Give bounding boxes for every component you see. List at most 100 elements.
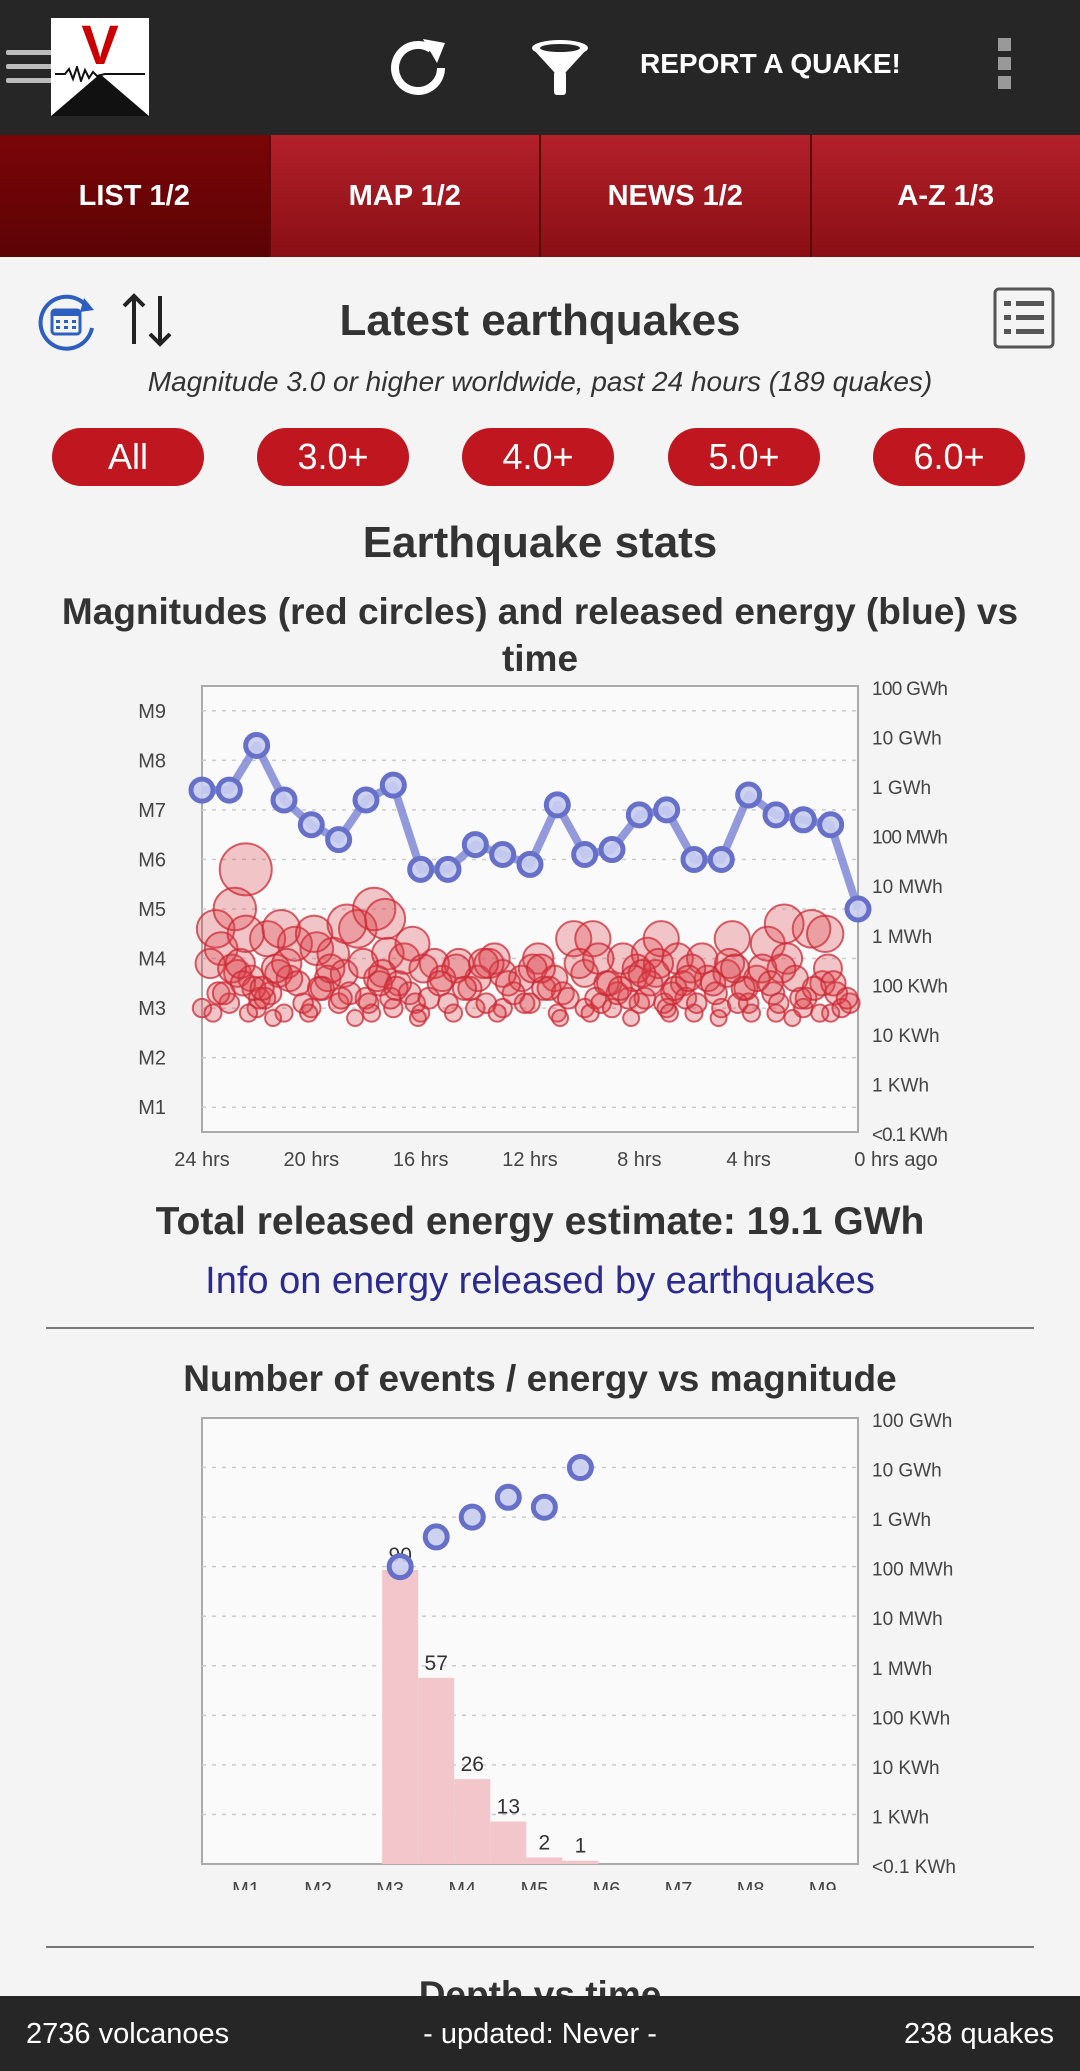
y2-tick-label: 100 GWh xyxy=(872,1411,952,1432)
magnitude-point xyxy=(789,986,812,1010)
top-app-bar: V REPORT A QUAKE! xyxy=(0,0,1080,135)
magnitude-point xyxy=(676,953,707,984)
magnitude-point xyxy=(224,947,256,980)
magnitude-point xyxy=(404,992,427,1014)
filter-3plus-button[interactable]: 3.0+ xyxy=(257,428,409,486)
tab-news[interactable]: NEWS 1/2 xyxy=(541,135,812,257)
filter-icon[interactable] xyxy=(522,30,598,106)
magnitude-point xyxy=(709,1009,728,1028)
list-view-icon[interactable] xyxy=(992,286,1056,355)
more-vert-icon[interactable] xyxy=(998,38,1012,95)
y-tick-label: M2 xyxy=(138,1048,166,1070)
x-tick-label: 4 hrs xyxy=(726,1149,770,1171)
y-tick-label: M7 xyxy=(138,800,166,822)
tab-list[interactable]: LIST 1/2 xyxy=(0,135,271,257)
filter-5plus-button[interactable]: 5.0+ xyxy=(668,428,820,486)
y-tick-label: M3 xyxy=(138,998,166,1020)
magnitude-point xyxy=(810,1003,830,1023)
filter-6plus-button[interactable]: 6.0+ xyxy=(873,428,1025,486)
magnitude-filters: All 3.0+ 4.0+ 5.0+ 6.0+ xyxy=(52,428,1028,486)
divider xyxy=(46,1327,1034,1329)
events-energy-magnitude-chart: <0.1 KWh 1 KWh 10 KWh 100 KWh 1 MWh 10 MWh 100… xyxy=(201,1411,956,1890)
app-logo[interactable]: V xyxy=(51,18,149,116)
y-tick-label: M4 xyxy=(138,949,166,971)
magnitude-point xyxy=(274,1003,294,1023)
energy-point xyxy=(762,801,790,829)
report-quake-button[interactable]: REPORT A QUAKE! xyxy=(640,48,901,79)
energy-point xyxy=(215,776,243,804)
magnitude-point xyxy=(229,970,257,997)
refresh-icon[interactable] xyxy=(380,30,456,106)
magnitude-point xyxy=(713,920,751,958)
magnitude-point xyxy=(617,986,640,1010)
energy-point xyxy=(407,855,435,883)
magnitude-point xyxy=(338,909,378,949)
filter-4plus-button[interactable]: 4.0+ xyxy=(462,428,614,486)
magnitude-point xyxy=(556,986,580,1010)
energy-point xyxy=(494,1483,522,1511)
divider xyxy=(46,1946,1034,1948)
energy-point xyxy=(516,850,544,878)
energy-point xyxy=(817,811,845,839)
magnitude-point xyxy=(494,970,522,997)
plot-area xyxy=(201,1417,859,1865)
energy-point xyxy=(598,836,626,864)
magnitude-point xyxy=(306,975,333,1001)
magnitude-point xyxy=(203,1003,223,1023)
y2-tick-label: <0.1 KWh xyxy=(872,1125,948,1146)
y2-tick-label: 10 MWh xyxy=(872,1609,943,1630)
calendar-refresh-icon[interactable] xyxy=(32,288,100,361)
magnitude-point xyxy=(226,914,265,953)
tab-a-z[interactable]: A-Z 1/3 xyxy=(811,135,1080,257)
y2-tick-label: 1 MWh xyxy=(872,1659,932,1680)
y2-tick-label: 1 KWh xyxy=(872,1807,929,1828)
magnitude-point xyxy=(551,1009,570,1028)
event-count-bar xyxy=(490,1821,527,1864)
magnitude-point xyxy=(361,1003,382,1023)
event-count-bar xyxy=(418,1677,455,1864)
y2-tick-label: 10 KWh xyxy=(872,1026,940,1047)
energy-info-link[interactable]: Info on energy released by earthquakes xyxy=(205,1260,875,1302)
chart1-title: Magnitudes (red circles) and released en… xyxy=(61,591,1019,679)
x-tick-label: 8 hrs xyxy=(617,1149,661,1171)
magnitude-point xyxy=(451,975,477,1001)
y2-tick-label: 10 GWh xyxy=(872,1461,942,1482)
x-tick-label: 24 hrs xyxy=(174,1149,230,1171)
energy-point xyxy=(789,806,817,834)
y-tick-label: M8 xyxy=(138,750,166,772)
magnitude-point xyxy=(627,959,657,988)
filter-all-button[interactable]: All xyxy=(52,428,204,486)
magnitude-point xyxy=(517,953,548,984)
magnitude-point xyxy=(326,903,368,945)
magnitude-point xyxy=(238,1003,259,1023)
magnitude-point xyxy=(212,886,258,932)
magnitude-point xyxy=(806,914,845,953)
magnitude-point xyxy=(264,1009,283,1028)
y2-tick-label: 1 GWh xyxy=(872,778,931,799)
y-tick-label: M9 xyxy=(138,701,166,723)
sort-icon[interactable] xyxy=(118,290,178,355)
magnitude-point xyxy=(513,992,536,1014)
page-subtitle: Magnitude 3.0 or higher worldwide, past … xyxy=(147,366,933,397)
energy-point xyxy=(489,840,517,868)
magnitude-energy-time-chart: M1 M2 M3 M4 M5 M6 M7 M8 M9 <0.1 KWh 1 KWh 10 KWh 100… xyxy=(138,679,948,1171)
status-bar: 2736 volcanoes - updated: Never - 238 qu… xyxy=(0,1996,1080,2071)
magnitude-point xyxy=(487,1003,507,1023)
event-count-bar xyxy=(562,1860,599,1864)
magnitude-point xyxy=(835,986,859,1010)
energy-point xyxy=(270,786,298,814)
x-tick-label: 12 hrs xyxy=(502,1149,558,1171)
magnitude-point xyxy=(555,920,593,958)
total-energy-text: Total released energy estimate: 19.1 GWh xyxy=(155,1200,925,1243)
x-tick-label: M8 xyxy=(737,1879,765,1890)
x-tick-label: M5 xyxy=(520,1879,548,1890)
y2-tick-label: 1 KWh xyxy=(872,1075,929,1096)
magnitude-point xyxy=(347,947,379,980)
tab-map[interactable]: MAP 1/2 xyxy=(270,135,541,257)
magnitude-point xyxy=(580,1003,600,1023)
y2-tick-label: 10 MWh xyxy=(872,877,943,898)
y2-tick-label: 100 MWh xyxy=(872,828,948,849)
magnitude-point xyxy=(741,1003,762,1023)
menu-icon[interactable] xyxy=(6,50,54,92)
y-tick-label: M6 xyxy=(138,849,166,871)
